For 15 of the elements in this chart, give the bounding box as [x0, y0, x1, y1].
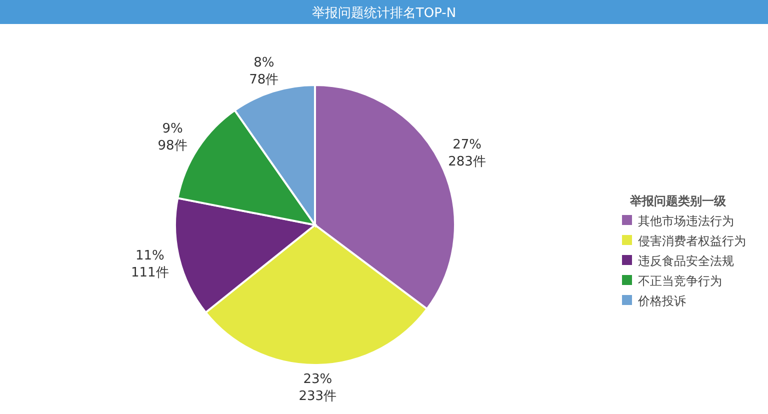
pie-slice: [234, 84, 316, 226]
legend-label: 其他市场违法行为: [638, 214, 734, 228]
data-label: 9% 98件: [158, 122, 188, 154]
legend-label: 违反食品安全法规: [638, 254, 734, 268]
pie-slice: [174, 197, 316, 314]
legend-label: 侵害消费者权益行为: [638, 234, 746, 248]
legend-label: 价格投诉: [637, 294, 686, 308]
pie-slice: [204, 224, 428, 366]
chart-title: 举报问题统计排名TOP-N: [312, 6, 456, 21]
legend-title: 举报问题类别一级: [629, 194, 727, 208]
data-label: 8% 78件: [249, 55, 279, 88]
data-label: 11% 111件: [130, 248, 169, 281]
data-label: 27% 283件: [448, 138, 486, 170]
data-label: 23% 233件: [298, 372, 337, 404]
legend-label: 不正当竞争行为: [638, 274, 722, 288]
